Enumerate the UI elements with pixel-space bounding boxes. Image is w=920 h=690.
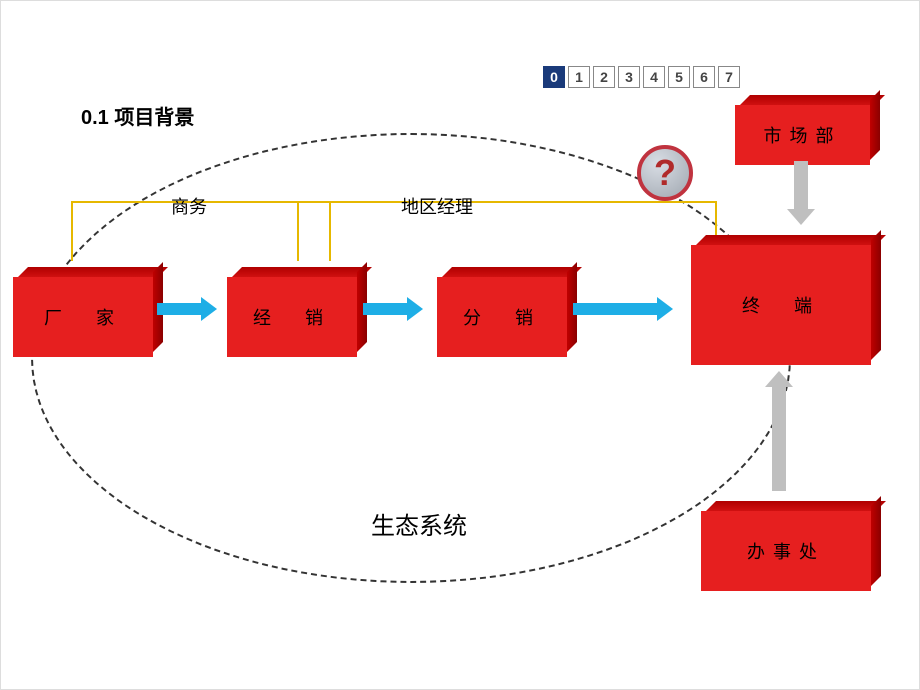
bracket-manager bbox=[297, 201, 717, 261]
arrow-down-marketing bbox=[791, 161, 811, 225]
box-office-label: 办事处 bbox=[701, 511, 871, 591]
counter-digit-0: 0 bbox=[543, 66, 565, 88]
box-distributor-label: 经 销 bbox=[227, 277, 357, 357]
box-office: 办事处 bbox=[701, 501, 881, 591]
slide: 0.1 项目背景 01234567 商务 地区经理 生态系统 厂 家 经 销 分… bbox=[0, 0, 920, 690]
arrow-right-1 bbox=[157, 301, 217, 317]
box-distributor: 经 销 bbox=[227, 267, 367, 357]
arrow-right-3 bbox=[573, 301, 673, 317]
counter-digit-4: 4 bbox=[643, 66, 665, 88]
box-subdist: 分 销 bbox=[437, 267, 577, 357]
counter-digit-3: 3 bbox=[618, 66, 640, 88]
counter-digit-1: 1 bbox=[568, 66, 590, 88]
label-manager: 地区经理 bbox=[401, 193, 473, 219]
box-factory: 厂 家 bbox=[13, 267, 163, 357]
question-icon: ? bbox=[637, 145, 693, 201]
box-marketing-label: 市场部 bbox=[735, 105, 870, 165]
counter-digit-6: 6 bbox=[693, 66, 715, 88]
counter-digit-5: 5 bbox=[668, 66, 690, 88]
arrow-up-office bbox=[769, 371, 789, 491]
page-counter: 01234567 bbox=[543, 66, 740, 88]
page-title: 0.1 项目背景 bbox=[81, 101, 194, 130]
label-business: 商务 bbox=[171, 193, 207, 219]
box-subdist-label: 分 销 bbox=[437, 277, 567, 357]
counter-digit-2: 2 bbox=[593, 66, 615, 88]
arrow-right-2 bbox=[363, 301, 423, 317]
counter-digit-7: 7 bbox=[718, 66, 740, 88]
box-terminal-label: 终 端 bbox=[691, 245, 871, 365]
box-marketing: 市场部 bbox=[735, 95, 880, 165]
box-factory-label: 厂 家 bbox=[13, 277, 153, 357]
label-ecosystem: 生态系统 bbox=[371, 506, 467, 541]
box-terminal: 终 端 bbox=[691, 235, 881, 365]
